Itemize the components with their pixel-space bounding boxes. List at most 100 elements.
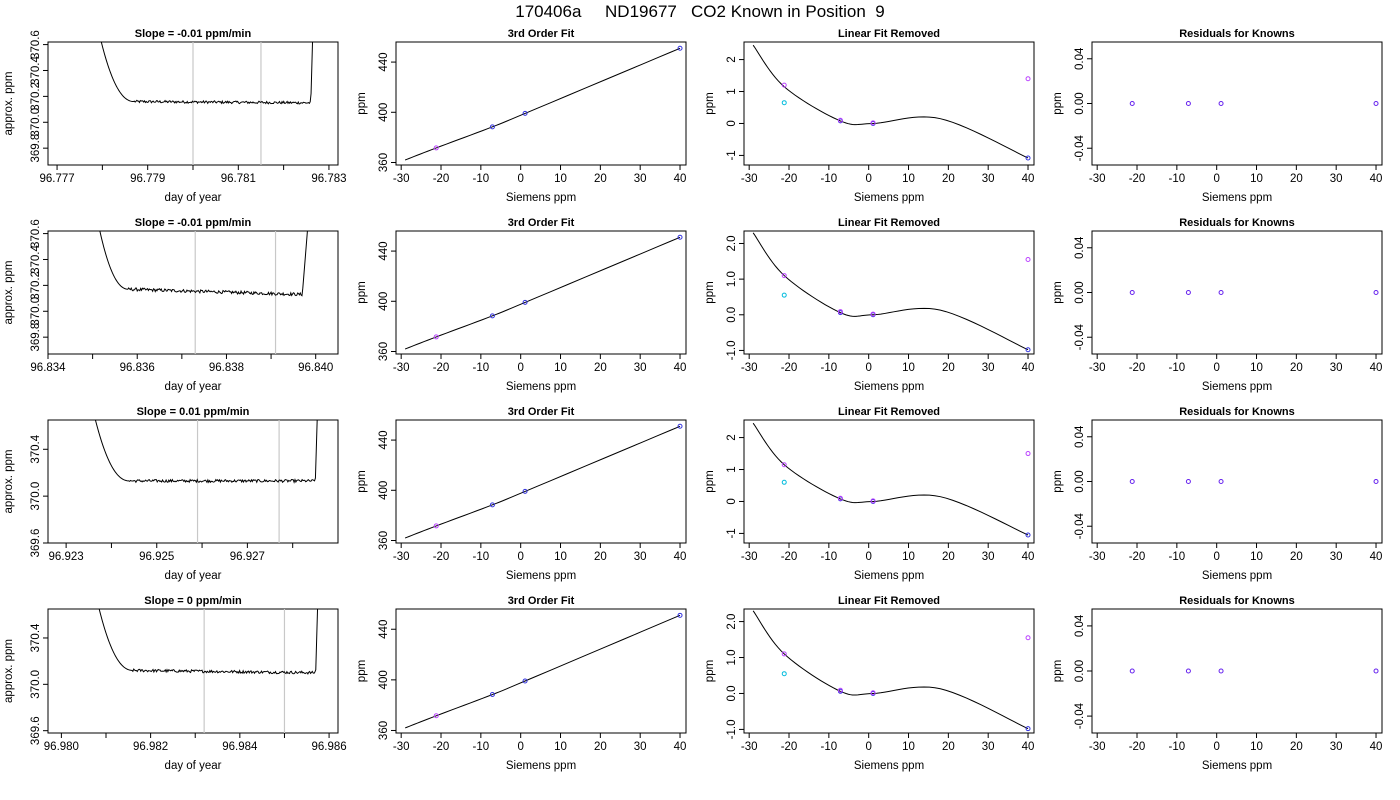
x-tick-label: -10 — [821, 551, 838, 563]
fit-curve-line — [404, 236, 681, 350]
x-tick-label: 10 — [902, 741, 915, 753]
y-tick-label: 0.04 — [1074, 236, 1086, 259]
plot-area — [752, 422, 1031, 538]
fit-curve-line — [404, 47, 681, 161]
x-axis-label: day of year — [165, 192, 222, 204]
y-tick-label: 400 — [378, 670, 390, 689]
x-tick-label: 30 — [634, 741, 647, 753]
plot-area — [100, 42, 314, 165]
x-tick-label: -20 — [433, 741, 450, 753]
x-axis-label: Siemens ppm — [1202, 760, 1272, 772]
x-tick-label: 96.986 — [311, 741, 346, 753]
y-tick-label: 0.04 — [1074, 425, 1086, 448]
x-tick-label: 40 — [1022, 173, 1035, 185]
residual-curve-line — [752, 422, 1029, 536]
data-point — [870, 690, 876, 696]
plot-area — [99, 231, 308, 354]
chart-panel-r0c3: Residuals for Knowns -30 -20 -10 0 10 20 30 40 Si… — [1052, 28, 1383, 204]
y-axis-label: ppm — [704, 470, 716, 492]
y-axis-label: ppm — [356, 660, 368, 682]
panel-title: 3rd Order Fit — [508, 217, 575, 229]
y-tick-label: 0.00 — [1074, 92, 1086, 114]
x-axis-label: Siemens ppm — [506, 570, 576, 582]
data-point — [781, 671, 787, 677]
x-tick-label: -10 — [821, 362, 838, 374]
plot-frame — [395, 230, 687, 355]
data-point — [870, 311, 876, 317]
y-tick-label: 0.04 — [1074, 614, 1086, 637]
x-tick-label: 30 — [1330, 741, 1343, 753]
x-tick-label: 10 — [902, 551, 915, 563]
plot-area — [752, 610, 1031, 732]
data-point — [837, 309, 843, 315]
x-tick-label: 10 — [902, 362, 915, 374]
plot-frame — [395, 41, 687, 166]
x-tick-label: 0 — [865, 362, 871, 374]
chart-panel-r0c0: Slope = -0.01 ppm/min 96.777 96.779 96.781 9… — [3, 28, 347, 204]
x-tick-label: 0 — [1213, 362, 1219, 374]
data-point — [1025, 635, 1031, 641]
x-tick-label: -30 — [393, 173, 410, 185]
x-tick-label: 20 — [1290, 741, 1303, 753]
x-tick-label: 0 — [865, 173, 871, 185]
x-tick-label: 0 — [1213, 551, 1219, 563]
chart-panel-r2c2: Linear Fit Removed-30 -20 -10 0 10 20 30 40Siem… — [704, 406, 1035, 582]
plot-area — [752, 232, 1031, 353]
x-axis-label: Siemens ppm — [854, 570, 924, 582]
y-tick-label: -0.04 — [1074, 135, 1086, 162]
x-tick-label: 0 — [517, 173, 523, 185]
y-axis-label: approx. ppm — [3, 450, 15, 514]
y-tick-label: 370.6 — [30, 30, 42, 59]
x-tick-label: 20 — [942, 551, 955, 563]
x-tick-label: -10 — [473, 173, 490, 185]
x-axis-label: Siemens ppm — [854, 192, 924, 204]
x-tick-label: 0 — [1213, 173, 1219, 185]
x-tick-label: 96.781 — [221, 173, 256, 185]
plot-area — [1129, 101, 1379, 106]
y-tick-label: 369.8 — [30, 323, 42, 352]
y-tick-label: 370.6 — [30, 219, 42, 248]
plot-frame — [1091, 608, 1383, 734]
fit-known-point — [433, 713, 439, 719]
plot-frame — [743, 230, 1035, 355]
x-tick-label: -30 — [1089, 741, 1106, 753]
x-tick-label: 20 — [1290, 362, 1303, 374]
y-tick-label: 400 — [378, 103, 390, 122]
plot-frame — [1091, 419, 1383, 544]
y-tick-label: 0 — [726, 498, 738, 504]
data-point — [781, 462, 787, 468]
plot-frame — [47, 608, 339, 734]
y-tick-label: 0.04 — [1074, 47, 1086, 70]
panel-title: 3rd Order Fit — [508, 595, 575, 607]
y-tick-label: 370.2 — [30, 271, 42, 300]
data-point — [781, 479, 787, 485]
plot-frame — [743, 608, 1035, 734]
panel-title: 3rd Order Fit — [508, 406, 575, 418]
fit-known-point — [677, 423, 683, 429]
x-tick-label: 10 — [1250, 551, 1263, 563]
x-tick-label: -10 — [473, 362, 490, 374]
data-point — [1129, 668, 1135, 674]
plot-area — [404, 234, 683, 350]
x-tick-label: 20 — [594, 741, 607, 753]
x-tick-label: 96.840 — [298, 362, 333, 374]
data-point — [1025, 347, 1031, 353]
x-tick-label: -10 — [1169, 741, 1186, 753]
y-tick-label: 440 — [378, 430, 390, 449]
ppm-trace-line — [99, 231, 308, 297]
data-point — [1025, 76, 1031, 82]
x-tick-label: 96.834 — [30, 362, 66, 374]
x-tick-label: -20 — [433, 551, 450, 563]
x-tick-label: -20 — [1129, 173, 1146, 185]
x-tick-label: -30 — [741, 741, 758, 753]
chart-panel-r2c1: 3rd Order Fit -30 -20 -10 0 10 20 30 40 Siemens p… — [356, 406, 687, 582]
x-tick-label: 40 — [1370, 741, 1383, 753]
x-tick-label: 96.982 — [133, 741, 168, 753]
x-tick-label: 10 — [902, 173, 915, 185]
x-tick-label: -30 — [393, 362, 410, 374]
x-tick-label: 0 — [517, 551, 523, 563]
data-point — [781, 651, 787, 657]
data-point — [1373, 668, 1379, 674]
plot-area — [1129, 479, 1379, 484]
